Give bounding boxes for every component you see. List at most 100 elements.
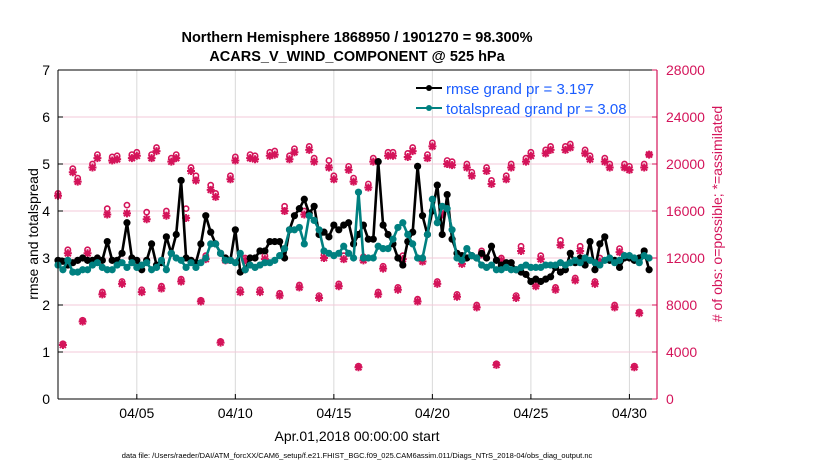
obs-assimilated-marker-core [257, 289, 263, 295]
spread-point [635, 259, 643, 267]
obs-assimilated-marker-core [114, 157, 120, 162]
spread-point [345, 249, 353, 257]
rmse-point [433, 181, 441, 189]
obs-assimilated-marker-core [558, 242, 563, 248]
obs-assimilated-marker-core [425, 155, 430, 161]
obs-assimilated-marker-core [622, 165, 627, 170]
obs-assimilated-marker-core [632, 365, 637, 370]
obs-assimilated-marker-core [449, 162, 455, 168]
spread-point [271, 256, 279, 264]
spread-point [143, 259, 151, 267]
y-tick-label: 1 [42, 344, 50, 360]
rmse-point [202, 212, 210, 220]
obs-assimilated-marker-core [464, 165, 470, 170]
obs-assimilated-marker-core [484, 168, 489, 174]
obs-possible-marker [123, 201, 131, 209]
obs-assimilated-marker-core [144, 217, 149, 222]
rmse-point [147, 240, 156, 248]
spread-point [261, 259, 269, 267]
rmse-point [103, 237, 111, 246]
rmse-point [478, 249, 486, 257]
obs-assimilated-marker-core [528, 153, 534, 158]
spread-point [69, 268, 77, 276]
spread-point [177, 256, 185, 264]
spread-point [192, 263, 200, 271]
x-tick-label: 04/20 [415, 405, 450, 421]
y-tick-label: 0 [42, 391, 50, 407]
spread-point [389, 235, 397, 243]
obs-assimilated-marker-core [307, 147, 312, 153]
rmse-point [384, 230, 392, 239]
spread-point [167, 249, 175, 257]
spread-point [108, 266, 116, 274]
spread-point [645, 254, 653, 262]
obs-assimilated-marker-core [252, 157, 258, 162]
rmse-point [507, 259, 515, 267]
rmse-point [123, 219, 131, 227]
spread-point [187, 259, 195, 267]
y2-tick-label: 24000 [666, 109, 705, 125]
rmse-point [645, 266, 653, 274]
rmse-point [266, 237, 274, 246]
spread-point [448, 226, 456, 234]
obs-assimilated-marker-core [218, 340, 223, 345]
y2-tick-label: 16000 [666, 203, 705, 219]
rmse-point [546, 273, 555, 281]
obs-assimilated-marker-core [90, 165, 95, 170]
y2-tick-label: 0 [666, 391, 674, 407]
rmse-point [418, 212, 427, 220]
obs-assimilated-marker-core [607, 165, 612, 170]
rmse-point [413, 162, 422, 170]
obs-assimilated-marker-core [208, 187, 213, 193]
y-tick-label: 7 [42, 62, 50, 78]
spread-point [576, 259, 584, 267]
spread-point [428, 195, 436, 203]
rmse-point [364, 235, 372, 243]
spread-point [212, 240, 220, 248]
obs-assimilated-marker-core [326, 165, 332, 170]
rmse-point [172, 230, 180, 239]
spread-point [182, 263, 190, 271]
obs-assimilated-marker-core [395, 287, 401, 292]
obs-assimilated-marker-core [489, 181, 494, 187]
rmse-point [374, 158, 382, 166]
obs-assimilated-marker-core [499, 258, 504, 263]
spread-point [596, 261, 604, 269]
obs-markers [54, 139, 654, 372]
obs-assimilated-marker-core [543, 151, 548, 156]
obs-assimilated-marker-core [410, 148, 415, 154]
rmse-point [118, 249, 126, 257]
obs-assimilated-marker-core [582, 151, 588, 156]
obs-assimilated-marker-core [169, 159, 174, 164]
rmse-point [177, 176, 185, 185]
obs-assimilated-marker-core [213, 194, 218, 200]
rmse-point [522, 270, 530, 279]
obs-assimilated-marker-core [80, 319, 85, 324]
rmse-point [290, 212, 299, 220]
obs-assimilated-marker-core [573, 278, 578, 283]
spread-point [340, 242, 348, 250]
spread-point [473, 254, 481, 262]
grid [58, 70, 657, 399]
obs-assimilated-marker-core [272, 152, 277, 157]
obs-assimilated-marker-core [134, 153, 140, 158]
spread-point [335, 249, 343, 257]
obs-assimilated-marker-core [587, 157, 593, 162]
obs-assimilated-marker-core [415, 299, 420, 304]
spread-point [458, 256, 466, 264]
rmse-point [261, 247, 269, 255]
rmse-point [251, 254, 259, 262]
legend-spread-marker [426, 105, 432, 111]
spread-point [394, 223, 402, 232]
rmse-point [438, 230, 446, 239]
obs-assimilated-marker-core [371, 159, 376, 164]
obs-assimilated-marker-core [174, 155, 179, 161]
y2-axis-label: # of obs: o=possible; *=assimilated [709, 106, 725, 322]
spread-point [399, 219, 407, 227]
spread-point [300, 240, 308, 248]
spread-point [197, 259, 205, 267]
y2-tick-label: 12000 [666, 250, 705, 266]
y-tick-label: 2 [42, 297, 50, 313]
rmse-point [586, 237, 594, 246]
